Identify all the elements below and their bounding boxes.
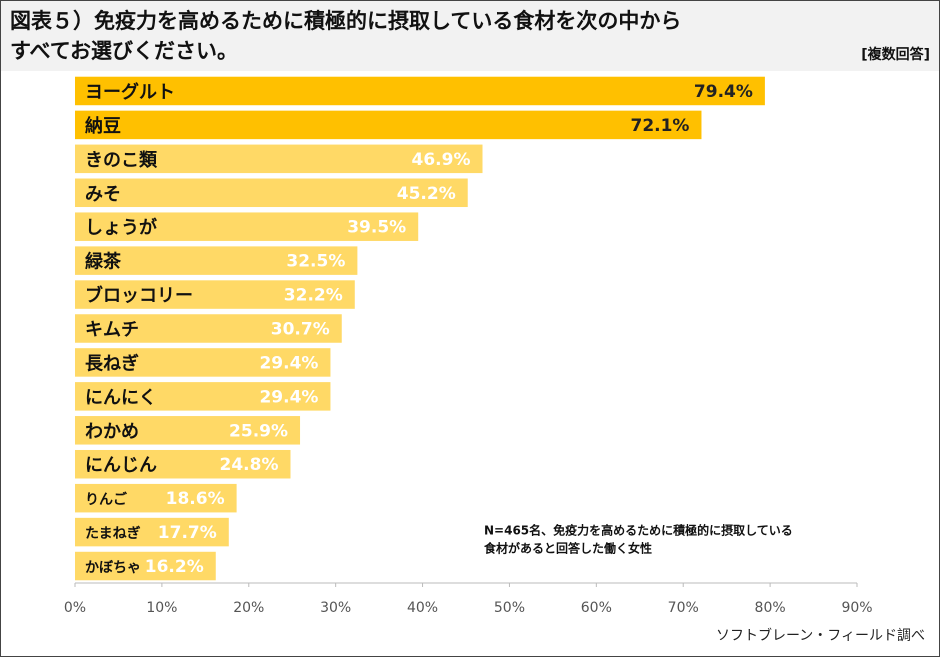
- source: ソフトブレーン・フィールド調べ: [716, 627, 925, 644]
- x-tick-label: 90%: [841, 600, 872, 616]
- x-tick-label: 10%: [146, 600, 177, 616]
- bar: [75, 246, 358, 275]
- bar: [75, 76, 765, 106]
- bar: [75, 144, 483, 174]
- bar: [75, 416, 301, 445]
- category-label: ブロッコリー: [85, 285, 193, 307]
- category-label: わかめ: [85, 421, 139, 442]
- x-tick-label: 50%: [494, 600, 525, 616]
- value-label: 16.2%: [145, 557, 204, 577]
- note: 食材があると回答した働く女性: [483, 541, 652, 556]
- value-label: 24.8%: [220, 455, 279, 475]
- category-label: きのこ類: [85, 150, 158, 171]
- bar: [75, 483, 237, 513]
- category-label: にんじん: [85, 455, 157, 476]
- value-label: 39.5%: [347, 218, 406, 238]
- category-label: かぼちゃ: [85, 560, 141, 576]
- category-label: にんにく: [85, 387, 157, 408]
- category-label: たまねぎ: [85, 525, 141, 542]
- bar: [75, 110, 702, 140]
- bar: [75, 348, 331, 377]
- x-tick-label: 30%: [320, 600, 351, 616]
- x-tick-label: 40%: [407, 600, 438, 616]
- chart-title: すべてお選びください。: [10, 39, 238, 63]
- bar: [75, 449, 291, 479]
- value-label: 29.4%: [259, 387, 318, 407]
- bar: [75, 280, 355, 309]
- value-label: 32.5%: [286, 252, 345, 272]
- bar: [75, 517, 229, 547]
- value-label: 18.6%: [166, 489, 225, 509]
- value-label: 72.1%: [630, 116, 689, 136]
- value-label: 29.4%: [259, 353, 318, 373]
- category-label: ヨーグルト: [85, 81, 175, 103]
- x-tick-label: 70%: [668, 600, 699, 616]
- category-label: キムチ: [85, 320, 139, 341]
- value-label: 79.4%: [694, 82, 753, 102]
- category-label: 緑茶: [85, 251, 122, 273]
- category-label: りんご: [85, 491, 128, 508]
- category-label: 納豆: [85, 115, 121, 137]
- category-label: しょうが: [85, 217, 157, 239]
- x-tick-label: 0%: [64, 600, 86, 616]
- value-label: 45.2%: [397, 184, 456, 204]
- value-label: 32.2%: [284, 286, 343, 306]
- chart-title: 図表５）免疫力を高めるために積極的に摂取している食材を次の中から: [10, 9, 681, 33]
- bar: [75, 178, 468, 208]
- note: N=465名、免疫力を高めるために積極的に摂取している: [484, 523, 793, 538]
- x-tick-label: 60%: [581, 600, 612, 616]
- value-label: 30.7%: [271, 320, 330, 340]
- value-label: 25.9%: [229, 421, 288, 441]
- title-band: [1, 1, 939, 71]
- value-label: 46.9%: [412, 150, 471, 170]
- x-tick-label: 20%: [233, 600, 264, 616]
- category-label: みそ: [85, 184, 121, 205]
- bar: [75, 551, 216, 581]
- bar: [75, 382, 331, 411]
- value-label: 17.7%: [158, 523, 217, 543]
- bar: [75, 314, 342, 343]
- subtitle: [複数回答]: [861, 46, 930, 63]
- x-tick-label: 80%: [755, 600, 786, 616]
- category-label: 長ねぎ: [85, 352, 139, 374]
- bar: [75, 212, 419, 241]
